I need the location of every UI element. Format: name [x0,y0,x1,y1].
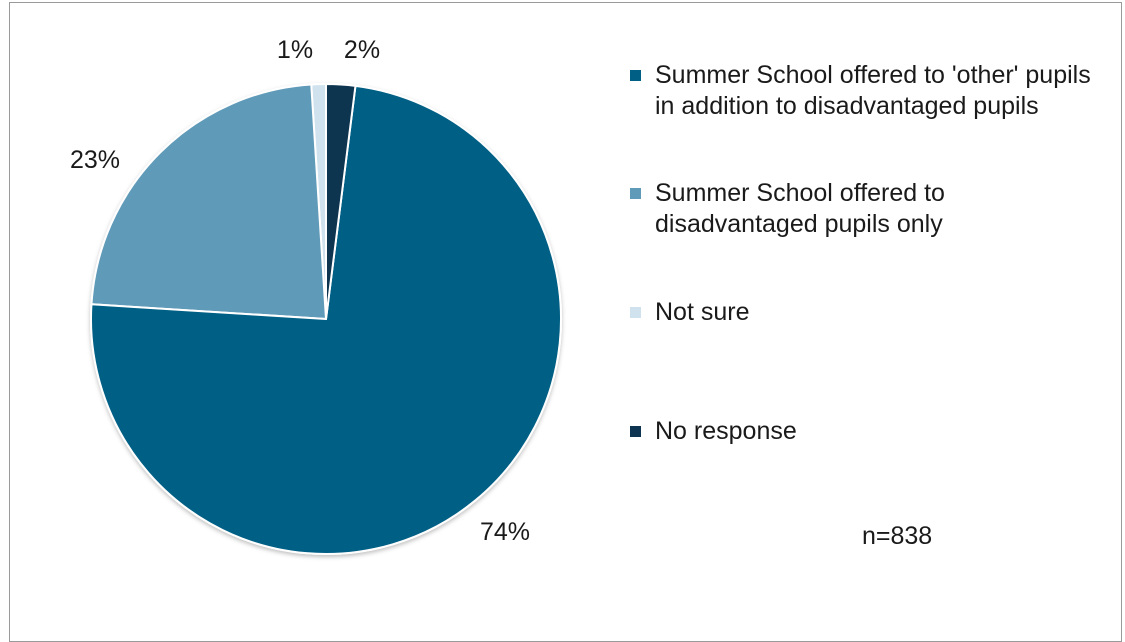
legend-swatch [630,426,641,437]
slice-data-label: 2% [344,36,380,64]
legend-swatch [630,307,641,318]
legend-label: No response [655,417,797,445]
pie-slice [325,82,357,320]
sample-size-note: n=838 [862,522,933,550]
legend-label: Summer School offered to disadvantaged p… [655,179,945,238]
legend-label: Not sure [655,298,750,326]
slice-data-label: 74% [480,518,530,546]
slice-data-label: 1% [277,36,313,64]
legend-swatch [630,188,641,199]
legend-swatch [630,70,641,81]
pie-slice [90,84,562,555]
legend-label: Summer School offered to 'other' pupils … [655,61,1091,120]
slice-data-label: 23% [70,146,120,174]
pie-slice [90,83,328,321]
pie-chart: 74% 23% 1% 2% [70,36,562,555]
